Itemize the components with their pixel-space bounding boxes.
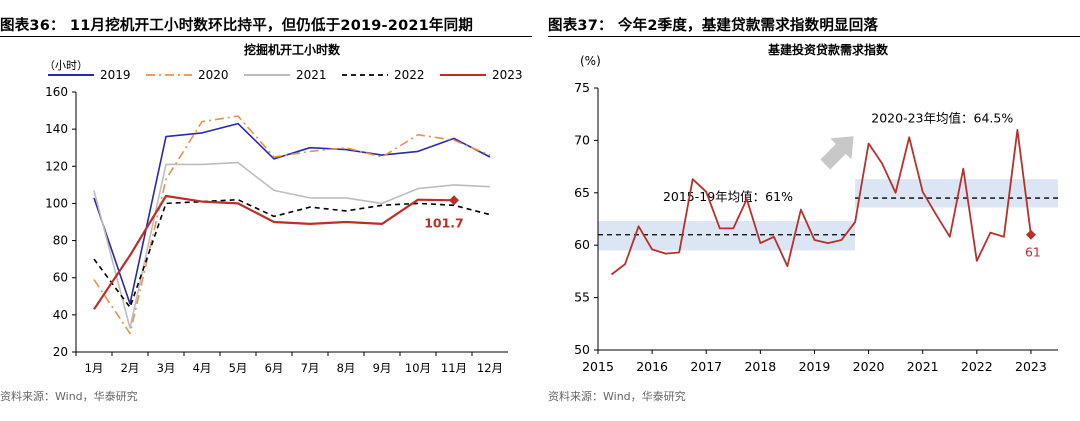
left-chart: 挖掘机开工小时数 （小时） 2019 2020 2021 2022 2023 20 40 60 80… — [44, 42, 523, 375]
left-x-tick-label: 2月 — [121, 361, 140, 375]
left-title-rule — [0, 36, 532, 37]
left-x-tick-label: 12月 — [477, 361, 503, 375]
left-x-tick-label: 10月 — [405, 361, 431, 375]
series-line-2022 — [93, 198, 491, 309]
right-x-tick-label: 2017 — [690, 359, 722, 374]
left-y-tick-label: 20 — [53, 345, 68, 359]
left-x-tick-label: 1月 — [85, 361, 104, 375]
legend-label-2019: 2019 — [100, 68, 131, 82]
left-x-tick-label: 6月 — [265, 361, 284, 375]
right-y-tick-label: 60 — [574, 237, 590, 252]
left-x-tick-label: 7月 — [301, 361, 320, 375]
left-y-tick-label: 160 — [45, 85, 68, 99]
right-chart-title: 基建投资贷款需求指数 — [767, 42, 889, 57]
highlight-value-label: 101.7 — [424, 215, 464, 230]
series-line-2019 — [93, 122, 491, 305]
left-x-tick-label: 5月 — [229, 361, 248, 375]
right-y-tick-label: 55 — [574, 290, 590, 305]
right-figure-title: 图表37： 今年2季度，基建贷款需求指数明显回落 — [548, 18, 879, 34]
last-point-marker — [1025, 229, 1036, 240]
left-x-tick-label: 4月 — [193, 361, 212, 375]
left-y-tick-label: 100 — [45, 196, 68, 210]
right-y-tick-label: 65 — [574, 185, 590, 200]
series-line-2023 — [93, 194, 455, 310]
left-x-tick-label: 9月 — [373, 361, 392, 375]
average-label-2015-19: 2015-19年均值：61% — [663, 189, 793, 204]
trend-arrow-icon — [820, 136, 854, 170]
legend-label-2022: 2022 — [394, 68, 425, 82]
legend-label-2023: 2023 — [492, 68, 523, 82]
right-y-tick-label: 70 — [574, 132, 590, 147]
average-band-1 — [598, 221, 856, 251]
right-x-tick-label: 2022 — [961, 359, 993, 374]
right-x-tick-label: 2019 — [799, 359, 831, 374]
left-figure: 图表36： 11月挖机开工小时数环比持平，但仍低于2019-2021年同期 挖掘… — [0, 0, 532, 421]
series-line-2021 — [93, 161, 491, 329]
left-y-unit: （小时） — [44, 59, 88, 72]
right-x-tick-label: 2023 — [1015, 359, 1047, 374]
series-line-loan-demand-index — [610, 129, 1032, 276]
left-y-tick-label: 60 — [53, 271, 68, 285]
right-x-tick-label: 2018 — [744, 359, 776, 374]
legend-label-2020: 2020 — [198, 68, 229, 82]
left-x-tick-label: 3月 — [157, 361, 176, 375]
left-x-tick-label: 11月 — [441, 361, 467, 375]
right-x-tick-label: 2021 — [907, 359, 939, 374]
right-source: 资料来源：Wind，华泰研究 — [548, 390, 686, 403]
average-label-2020-23: 2020-23年均值：64.5% — [871, 111, 1013, 126]
right-title-rule — [548, 36, 1080, 37]
left-figure-title: 图表36： 11月挖机开工小时数环比持平，但仍低于2019-2021年同期 — [0, 18, 474, 34]
left-y-tick-label: 80 — [53, 234, 68, 248]
right-y-unit: (%) — [580, 54, 601, 68]
right-y-tick-label: 75 — [574, 80, 590, 95]
right-figure: 图表37： 今年2季度，基建贷款需求指数明显回落 基建投资贷款需求指数 (%) 20… — [548, 0, 1080, 421]
trend-arrow-shape — [820, 136, 854, 170]
legend-label-2021: 2021 — [296, 68, 327, 82]
left-y-tick-label: 140 — [45, 122, 68, 136]
right-y-tick-label: 50 — [574, 342, 590, 357]
last-point-label: 61 — [1025, 245, 1041, 260]
left-x-tick-label: 8月 — [337, 361, 356, 375]
left-chart-title: 挖掘机开工小时数 — [244, 42, 341, 57]
left-source: 资料来源：Wind，华泰研究 — [0, 390, 138, 403]
highlight-marker-2023 — [449, 195, 459, 206]
right-x-tick-label: 2015 — [582, 359, 614, 374]
left-y-tick-label: 120 — [45, 159, 68, 173]
left-y-tick-label: 40 — [53, 308, 68, 322]
right-x-tick-label: 2016 — [636, 359, 668, 374]
right-chart: 基建投资贷款需求指数 (%) 2015-19年均值：61% 2020-23年均值：64… — [574, 42, 1058, 374]
right-x-tick-label: 2020 — [853, 359, 885, 374]
